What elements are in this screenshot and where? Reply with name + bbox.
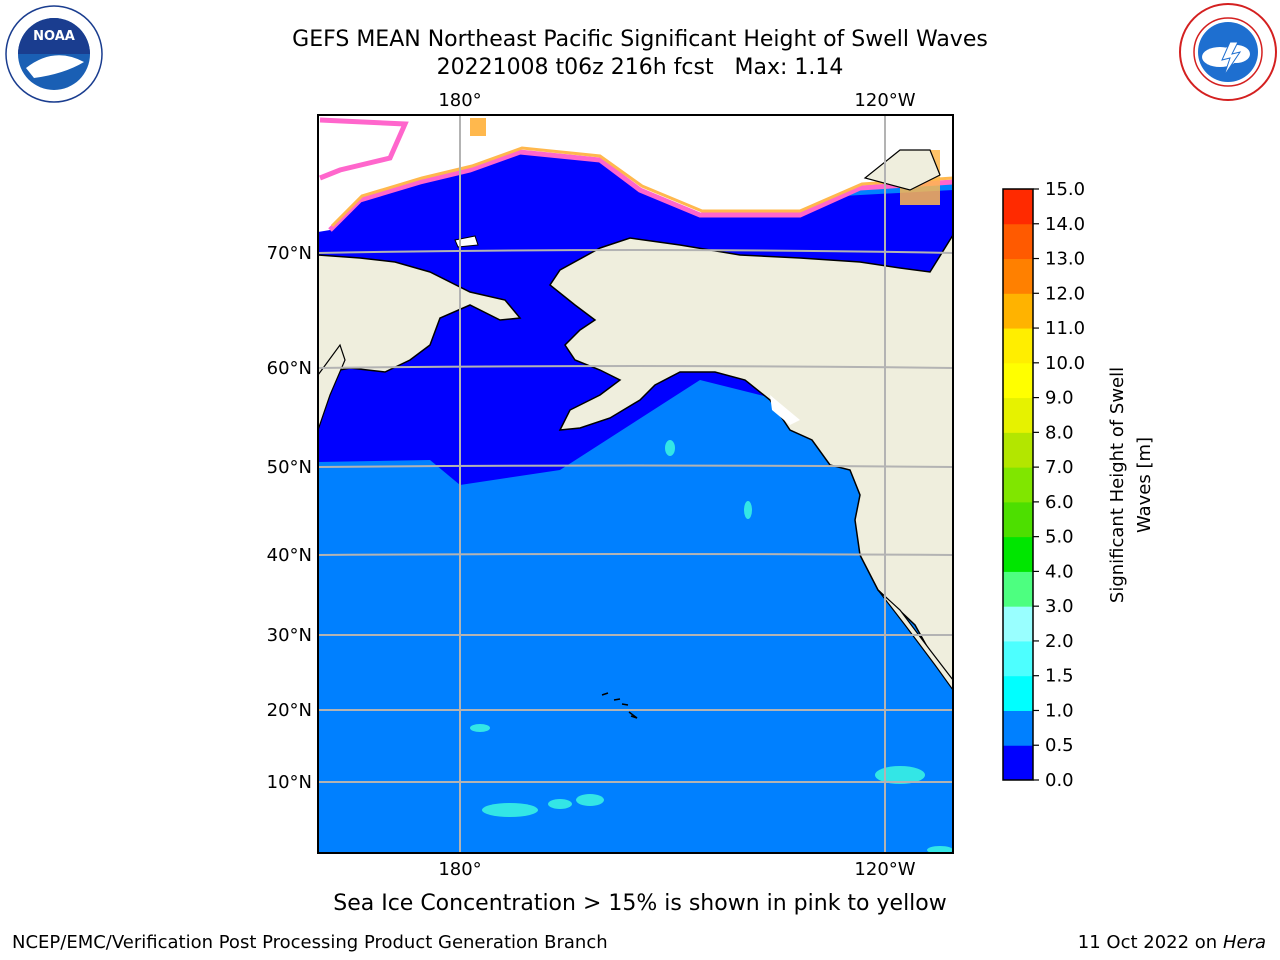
colorbar-bin xyxy=(1003,362,1033,399)
colorbar-tick-label: 15.0 xyxy=(1045,179,1085,200)
colorbar-bin xyxy=(1003,710,1033,746)
colorbar-bin xyxy=(1003,432,1033,468)
colorbar-tick-label: 0.0 xyxy=(1045,770,1074,791)
colorbar-tick-label: 7.0 xyxy=(1045,457,1074,478)
lat-label-10n: 10°N xyxy=(267,772,312,793)
colorbar-bin xyxy=(1003,501,1033,538)
sea-ice-edge xyxy=(328,149,953,232)
colorbar-label-line2: Waves [m] xyxy=(1134,437,1155,533)
colorbar-tick-label: 8.0 xyxy=(1045,422,1074,443)
credit-text: NCEP/EMC/Verification Post Processing Pr… xyxy=(12,932,608,953)
colorbar-tick-label: 6.0 xyxy=(1045,492,1074,513)
lon-label-bottom-120w: 120°W xyxy=(854,859,915,880)
colorbar-tick-label: 1.5 xyxy=(1045,666,1074,687)
sea-ice-note: Sea Ice Concentration > 15% is shown in … xyxy=(333,891,947,916)
lat-label-60n: 60°N xyxy=(267,358,312,379)
land-baja xyxy=(877,589,953,692)
map-area xyxy=(318,115,953,853)
colorbar-bin xyxy=(1003,223,1033,260)
noaa-logo-icon: NOAA xyxy=(5,5,103,103)
map-frame xyxy=(317,114,954,854)
lat-label-20n: 20°N xyxy=(267,700,312,721)
sea-ice-patch xyxy=(470,118,486,136)
polar-no-data xyxy=(318,115,953,232)
colorbar-bin xyxy=(1003,536,1033,572)
colorbar-bin xyxy=(1003,258,1033,294)
land-hawaii xyxy=(601,692,638,719)
date-text: 11 Oct 2022 on Hera xyxy=(1078,932,1266,954)
colorbar-bin xyxy=(1003,293,1033,329)
colorbar-bin xyxy=(1003,675,1033,711)
lat-label-30n: 30°N xyxy=(267,625,312,646)
date-value: 11 Oct 2022 on xyxy=(1077,932,1223,953)
land-siberia xyxy=(318,254,522,376)
colorbar-bin xyxy=(1003,467,1033,503)
swell-patches xyxy=(470,395,953,853)
lon-label-bottom-180: 180° xyxy=(438,859,481,880)
land-kamchatka xyxy=(318,343,346,431)
graticule xyxy=(318,115,953,853)
colorbar-bin xyxy=(1003,571,1033,607)
colorbar-tick-label: 10.0 xyxy=(1045,353,1085,374)
colorbar-tick-label: 4.0 xyxy=(1045,561,1074,582)
land-alaska-canada xyxy=(548,233,953,681)
lat-label-50n: 50°N xyxy=(267,457,312,478)
colorbar-tick-label: 12.0 xyxy=(1045,283,1085,304)
sea-ice-edge-top xyxy=(319,117,409,181)
svg-text:NOAA: NOAA xyxy=(33,29,75,44)
colorbar-tick-label: 1.0 xyxy=(1045,700,1074,721)
colorbar-bin xyxy=(1003,189,1033,225)
colorbar-bin xyxy=(1003,328,1033,364)
chart-subtitle: 20221008 t06z 216h fcst Max: 1.14 xyxy=(436,55,844,80)
colorbar-bin xyxy=(1003,606,1033,642)
colorbar-ticks: 0.0 0.5 1.0 1.5 2.0 3.0 4.0 5.0 6.0 7.0 8.0 9.0 10.0… xyxy=(1033,179,1085,791)
colorbar-tick-label: 5.0 xyxy=(1045,527,1074,548)
colorbar-tick-label: 9.0 xyxy=(1045,388,1074,409)
colorbar-frame xyxy=(1002,188,1034,781)
land-arctic-islands xyxy=(863,149,941,191)
colorbar-tick-label: 13.0 xyxy=(1045,249,1085,270)
colorbar-bin xyxy=(1003,640,1033,677)
colorbar-tick-label: 2.0 xyxy=(1045,631,1074,652)
lat-label-40n: 40°N xyxy=(267,545,312,566)
colorbar-bin xyxy=(1003,745,1033,781)
nws-logo-icon xyxy=(1179,3,1277,101)
sea-ice-yellow xyxy=(330,146,953,228)
machine-name: Hera xyxy=(1222,932,1266,953)
colorbar-tick-label: 11.0 xyxy=(1045,318,1085,339)
colorbar-tick-label: 14.0 xyxy=(1045,214,1085,235)
chart-title: GEFS MEAN Northeast Pacific Significant … xyxy=(292,27,988,52)
colorbar-tick-label: 0.5 xyxy=(1045,735,1074,756)
lon-label-top-180: 180° xyxy=(438,90,481,111)
colorbar-tick-label: 3.0 xyxy=(1045,596,1074,617)
colorbar-label-line1: Significant Height of Swell xyxy=(1107,367,1128,603)
lon-label-top-120w: 120°W xyxy=(854,90,915,111)
colorbar-bin xyxy=(1003,397,1033,433)
lat-label-70n: 70°N xyxy=(267,243,312,264)
colorbar xyxy=(1003,189,1033,781)
